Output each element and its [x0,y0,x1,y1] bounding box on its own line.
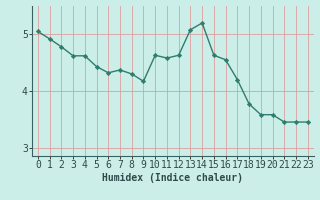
X-axis label: Humidex (Indice chaleur): Humidex (Indice chaleur) [102,173,243,183]
